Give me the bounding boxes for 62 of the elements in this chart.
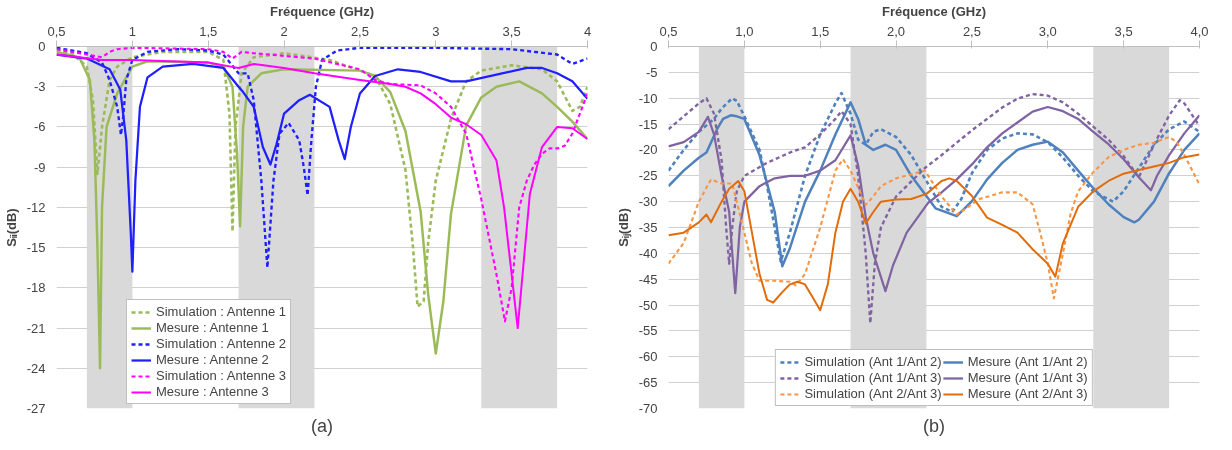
legend-label: Simulation (Ant 2/Ant 3) <box>804 386 942 401</box>
y-tick-label: -24 <box>26 360 46 376</box>
legend-label: Mesure (Ant 1/Ant 3) <box>967 370 1088 385</box>
x-tick-label: 3,5 <box>502 23 521 39</box>
x-tick-label: 2,5 <box>962 23 981 39</box>
x-tick-label: 2,5 <box>350 23 369 39</box>
x-tick-label: 3,5 <box>1114 23 1133 39</box>
y-axis-title: Sᵢᵢ(dB) <box>3 208 19 247</box>
line-series <box>668 153 1200 312</box>
y-tick-label: -60 <box>638 349 658 365</box>
y-tick-label: -10 <box>638 90 658 106</box>
y-tick-label: -40 <box>638 245 658 261</box>
x-axis-title: Fréquence (GHz) <box>881 3 987 19</box>
y-tick-label: -12 <box>26 199 46 215</box>
x-tick-label: 0,5 <box>659 23 678 39</box>
x-tick-label: 4,0 <box>1190 23 1209 39</box>
x-axis-title: Fréquence (GHz) <box>269 3 375 19</box>
x-tick-label: 2 <box>280 23 288 39</box>
legend-label: Simulation : Antenne 1 <box>156 304 287 319</box>
y-tick-label: -55 <box>638 323 658 339</box>
y-tick-label: -5 <box>645 64 658 80</box>
text: (a) <box>311 415 333 436</box>
y-tick-label: -35 <box>638 220 658 235</box>
y-tick-label: -65 <box>638 375 658 391</box>
y-tick-label: -25 <box>638 168 658 184</box>
y-tick-label: -15 <box>26 240 46 256</box>
y-tick-label: -21 <box>26 320 46 336</box>
y-tick-label: -20 <box>638 142 658 158</box>
y-tick-label: 0 <box>38 39 46 54</box>
y-tick-label: -45 <box>638 271 658 287</box>
x-tick-label: 1,0 <box>735 23 754 39</box>
legend-label: Simulation : Antenne 2 <box>156 336 287 351</box>
x-tick-label: 2,0 <box>887 23 906 39</box>
legend-label: Mesure : Antenne 3 <box>156 384 269 399</box>
y-tick-label: -3 <box>33 79 46 95</box>
x-tick-label: 0,5 <box>47 23 66 39</box>
legend-label: Mesure : Antenne 2 <box>156 352 269 367</box>
text: (b) <box>923 415 945 436</box>
y-tick-label: -30 <box>638 194 658 210</box>
y-tick-label: 0 <box>650 39 658 54</box>
legend-label: Simulation (Ant 1/Ant 3) <box>804 370 942 385</box>
legend-label: Simulation : Antenne 3 <box>156 368 287 383</box>
y-axis-title: Sᵢⱼ(dB) <box>615 208 632 247</box>
x-tick-label: 1 <box>128 23 136 39</box>
y-tick-label: -27 <box>26 401 46 416</box>
line-series <box>668 135 1200 300</box>
y-tick-label: -6 <box>33 119 46 135</box>
x-tick-label: 1,5 <box>199 23 218 39</box>
x-tick-label: 3,0 <box>1038 23 1057 39</box>
x-tick-label: 1,5 <box>811 23 830 39</box>
y-tick-label: -15 <box>638 116 658 132</box>
y-tick-label: -9 <box>33 159 46 175</box>
legend-label: Mesure (Ant 1/Ant 2) <box>967 354 1088 369</box>
y-tick-label: -18 <box>26 280 46 296</box>
legend-label: Mesure : Antenne 1 <box>156 320 269 335</box>
legend-label: Mesure (Ant 2/Ant 3) <box>967 386 1088 401</box>
y-tick-label: -50 <box>638 297 658 313</box>
x-tick-label: 4 <box>583 23 592 39</box>
line-series <box>668 92 1200 325</box>
legend-label: Simulation (Ant 1/Ant 2) <box>804 354 942 369</box>
x-tick-label: 3 <box>432 23 440 39</box>
y-tick-label: -70 <box>638 401 658 416</box>
